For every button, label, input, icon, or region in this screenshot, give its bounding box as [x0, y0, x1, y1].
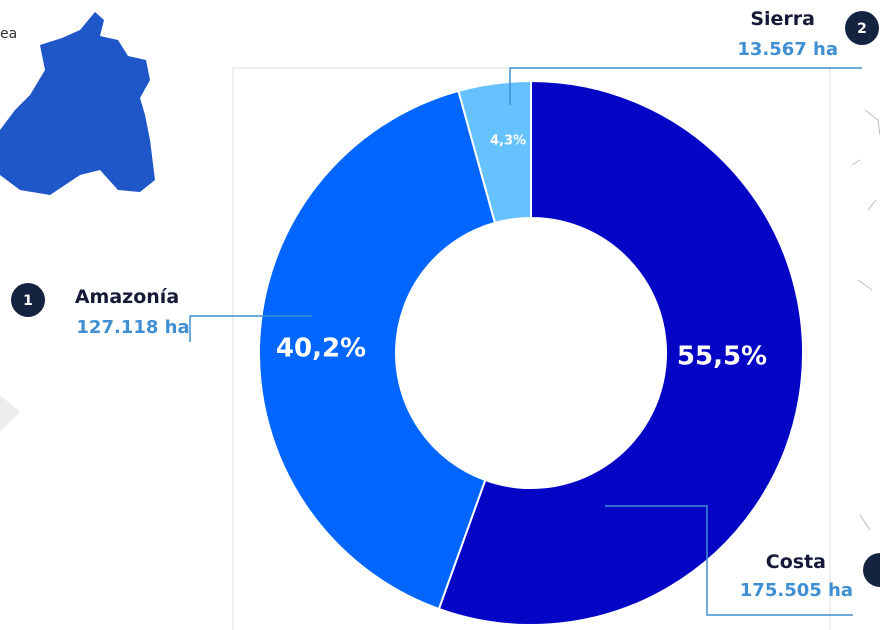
callout-line	[605, 505, 853, 616]
badge	[11, 283, 45, 317]
slice-label: 40,2%	[276, 334, 366, 364]
badge-number: 1	[23, 293, 33, 309]
slice-label: 4,3%	[490, 134, 526, 149]
donut-slice	[457, 79, 532, 225]
donut-slice	[258, 89, 497, 611]
callout-line	[509, 67, 862, 105]
arrow-shape	[0, 395, 20, 432]
badge-number: 2	[857, 21, 867, 37]
badge	[845, 11, 879, 45]
map-outline	[851, 109, 880, 531]
region-name: Amazonía	[75, 286, 179, 308]
slice-label: 55,5%	[677, 342, 767, 372]
donut-slice	[437, 79, 804, 626]
region-name: Sierra	[750, 8, 815, 30]
region-area: 175.505 ha	[740, 580, 853, 601]
region-area: 127.118 ha	[76, 317, 189, 338]
badge	[863, 553, 880, 587]
callout-line	[189, 315, 312, 342]
region-map	[0, 12, 155, 195]
fragment-text: ea	[0, 26, 17, 42]
region-area: 13.567 ha	[737, 39, 838, 60]
region-name: Costa	[766, 551, 826, 573]
